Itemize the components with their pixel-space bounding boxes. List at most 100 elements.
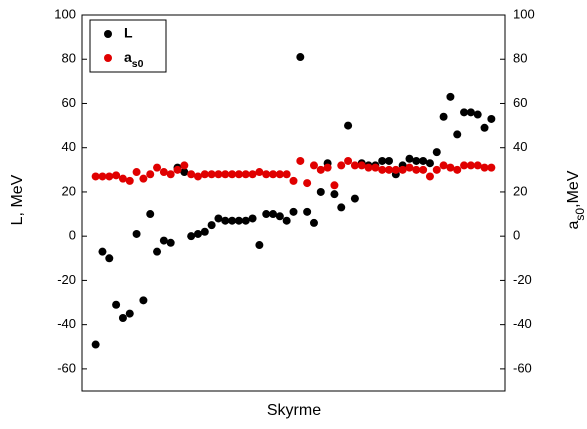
point <box>166 238 175 247</box>
point <box>480 123 489 132</box>
y2-tick-label: 60 <box>513 95 527 110</box>
point <box>153 163 162 172</box>
point <box>473 110 482 119</box>
y2-tick-label: -60 <box>513 360 532 375</box>
point <box>419 156 428 165</box>
point <box>453 165 462 174</box>
point <box>269 170 278 179</box>
point <box>132 229 141 238</box>
point <box>350 161 359 170</box>
point <box>125 309 134 318</box>
y-tick-label: 60 <box>62 95 76 110</box>
point <box>166 170 175 179</box>
y2-tick-label: 80 <box>513 51 527 66</box>
point <box>146 210 155 219</box>
point <box>282 216 291 225</box>
point <box>98 247 107 256</box>
point <box>193 172 202 181</box>
point <box>432 165 441 174</box>
point <box>446 163 455 172</box>
point <box>91 340 100 349</box>
legend-label: as0 <box>124 49 144 70</box>
point <box>105 254 114 263</box>
point <box>118 314 127 323</box>
point <box>487 114 496 123</box>
point <box>180 161 189 170</box>
point <box>330 190 339 199</box>
y2-tick-label: 100 <box>513 6 535 21</box>
point <box>446 92 455 101</box>
y-tick-label: 20 <box>62 183 76 198</box>
y-tick-label: -40 <box>57 316 76 331</box>
point <box>98 172 107 181</box>
point <box>207 170 216 179</box>
point <box>425 159 434 168</box>
y2-tick-label: 40 <box>513 139 527 154</box>
x-axis-label: Skyrme <box>267 402 321 419</box>
y2-tick-label: -40 <box>513 316 532 331</box>
point <box>228 170 237 179</box>
point <box>371 163 380 172</box>
y-tick-label: -60 <box>57 360 76 375</box>
point <box>153 247 162 256</box>
y2-tick-label: -20 <box>513 272 532 287</box>
point <box>200 227 209 236</box>
point <box>323 163 332 172</box>
point <box>207 221 216 230</box>
point <box>425 172 434 181</box>
point <box>221 170 230 179</box>
point <box>234 170 243 179</box>
point <box>118 174 127 183</box>
point <box>412 156 421 165</box>
point <box>378 156 387 165</box>
legend-marker <box>104 54 112 62</box>
point <box>173 165 182 174</box>
point <box>453 130 462 139</box>
point <box>139 296 148 305</box>
point <box>241 170 250 179</box>
point <box>262 210 271 219</box>
point <box>214 170 223 179</box>
point <box>296 53 305 62</box>
point <box>275 212 284 221</box>
point <box>146 170 155 179</box>
point <box>159 236 168 245</box>
point <box>432 148 441 157</box>
point <box>357 161 366 170</box>
point <box>330 181 339 190</box>
point <box>309 161 318 170</box>
point <box>214 214 223 223</box>
point <box>228 216 237 225</box>
point <box>248 170 257 179</box>
point <box>132 168 141 177</box>
y-tick-label: 100 <box>54 6 76 21</box>
point <box>316 165 325 174</box>
point <box>466 161 475 170</box>
point <box>316 187 325 196</box>
y2-tick-label: 20 <box>513 183 527 198</box>
point <box>112 171 121 180</box>
point <box>412 165 421 174</box>
point <box>385 156 394 165</box>
point <box>337 203 346 212</box>
y-tick-label: 40 <box>62 139 76 154</box>
point <box>139 174 148 183</box>
point <box>303 207 312 216</box>
legend-box <box>89 19 167 73</box>
point <box>187 232 196 241</box>
point <box>350 194 359 203</box>
point <box>262 170 271 179</box>
point <box>289 207 298 216</box>
y-tick-label: 80 <box>62 51 76 66</box>
y-tick-label: -20 <box>57 272 76 287</box>
plot-frame <box>81 14 506 392</box>
point <box>105 172 114 181</box>
point <box>385 165 394 174</box>
point <box>180 168 189 177</box>
point <box>248 214 257 223</box>
point <box>344 121 353 130</box>
point <box>282 170 291 179</box>
point <box>439 161 448 170</box>
point <box>112 300 121 309</box>
